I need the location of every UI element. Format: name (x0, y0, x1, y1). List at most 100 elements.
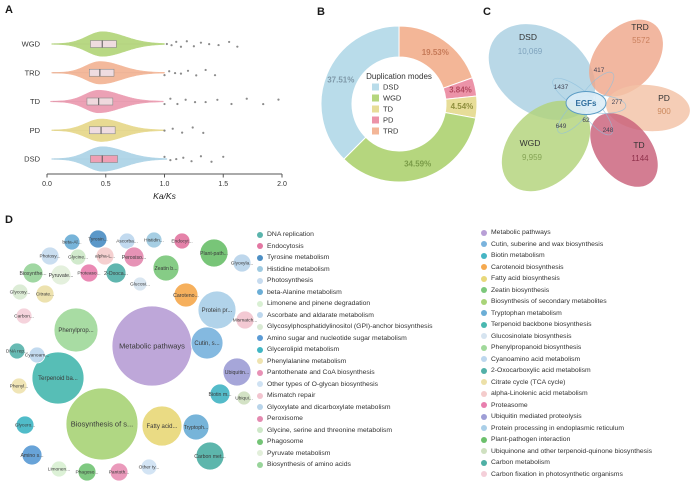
svg-text:Terpenoid ba...: Terpenoid ba... (38, 376, 78, 382)
legend-label: Glucosinolate biosynthesis (491, 332, 572, 340)
svg-text:900: 900 (657, 107, 671, 116)
legend-color-dot (481, 321, 487, 328)
svg-text:2-Oxoca...: 2-Oxoca... (104, 271, 128, 277)
legend-label: Phenylpropanoid biosynthesis (491, 344, 582, 352)
svg-text:alpha-L...: alpha-L... (95, 254, 115, 260)
svg-text:Histidin...: Histidin... (144, 238, 164, 244)
svg-text:Phagoso...: Phagoso... (76, 470, 99, 476)
panel-label-b: B (317, 6, 325, 18)
svg-text:TD: TD (383, 105, 394, 114)
legend-color-dot (257, 312, 263, 319)
svg-text:Biotin m...: Biotin m... (208, 392, 231, 398)
svg-text:4.54%: 4.54% (451, 102, 474, 111)
svg-text:248: 248 (603, 127, 614, 134)
legend-label: Ubiquitin mediated proteolysis (491, 413, 582, 421)
pathway-legend-item: Pyruvate metabolism (257, 448, 479, 460)
pathway-legend-item: alpha-Linolenic acid metabolism (481, 388, 699, 400)
legend-color-dot (481, 275, 487, 282)
legend-label: Tyrosine metabolism (267, 254, 330, 262)
legend-color-dot (481, 344, 487, 351)
svg-text:TD: TD (30, 97, 41, 106)
svg-text:277: 277 (612, 99, 623, 106)
svg-text:Plant-path...: Plant-path... (200, 251, 228, 257)
pathway-legend-item: Glycosylphosphatidylinositol (GPI)-ancho… (257, 321, 479, 333)
legend-color-dot (481, 379, 487, 386)
svg-text:Proteaso...: Proteaso... (77, 271, 100, 277)
legend-color-dot (481, 241, 487, 248)
legend-label: 2-Oxocarboxylic acid metabolism (491, 367, 591, 375)
svg-text:Fatty acid...: Fatty acid... (146, 424, 177, 430)
pathway-legend-item: DNA replication (257, 229, 479, 241)
panel-label-d: D (5, 214, 13, 226)
legend-label: Pantothenate and CoA biosynthesis (267, 369, 375, 377)
svg-text:Ka/Ks: Ka/Ks (153, 191, 176, 201)
pathway-legend-item: Mismatch repair (257, 390, 479, 402)
pathway-legend-item: Glyoxylate and dicarboxylate metabolism (257, 402, 479, 414)
pathway-legend-right: Metabolic pathways Cutin, suberine and wa… (481, 227, 699, 480)
svg-text:Cutin, s...: Cutin, s... (194, 341, 220, 347)
svg-text:Amino s...: Amino s... (20, 453, 43, 459)
pathway-legend-item: Pantothenate and CoA biosynthesis (257, 367, 479, 379)
pathway-legend-item: Glucosinolate biosynthesis (481, 331, 699, 343)
pathway-legend-item: Ubiquitin mediated proteolysis (481, 411, 699, 423)
legend-color-dot (257, 404, 263, 411)
svg-text:WGD: WGD (22, 40, 41, 49)
violin-plot-panel: 0.0 0.5 1.0 1.5 2.0 Ka/Ks WGD TRD TD PD DSD (22, 31, 287, 201)
svg-text:Peroxiso...: Peroxiso... (122, 255, 147, 261)
legend-label: Phagosome (267, 438, 304, 446)
legend-color-dot (257, 254, 263, 261)
svg-text:Glucosi...: Glucosi... (130, 282, 150, 288)
pathway-legend-item: Limonene and pinene degradation (257, 298, 479, 310)
legend-color-dot (257, 300, 263, 307)
donut-chart-panel: 19.53% 3.84% 4.54% 34.59% 37.51% Duplication … (320, 25, 478, 183)
legend-color-dot (257, 243, 263, 250)
legend-label: Mismatch repair (267, 392, 316, 400)
svg-text:1.0: 1.0 (160, 181, 170, 188)
legend-label: Photosynthesis (267, 277, 314, 285)
svg-text:Carbon met...: Carbon met... (194, 454, 225, 460)
svg-text:Tryptoph...: Tryptoph... (184, 425, 209, 431)
pathway-legend-item: Cyanoamino acid metabolism (481, 354, 699, 366)
legend-color-dot (481, 390, 487, 397)
svg-text:DSD: DSD (383, 83, 399, 92)
svg-text:Ubiqui...: Ubiqui... (235, 396, 253, 402)
svg-text:Other ty...: Other ty... (139, 465, 160, 471)
svg-text:Citrate...: Citrate... (36, 292, 54, 298)
pathway-legend-item: Histidine metabolism (257, 264, 479, 276)
svg-text:417: 417 (594, 67, 605, 74)
legend-label: Glycine, serine and threonine metabolism (267, 426, 393, 434)
legend-label: Tryptophan metabolism (491, 309, 562, 317)
legend-label: DNA replication (267, 231, 314, 239)
legend-color-dot (481, 402, 487, 409)
legend-color-dot (257, 335, 263, 342)
pathway-legend-item: Tyrosine metabolism (257, 252, 479, 264)
svg-text:TD: TD (633, 140, 644, 150)
svg-text:0.0: 0.0 (42, 181, 52, 188)
legend-color-dot (257, 277, 263, 284)
svg-text:WGD: WGD (383, 94, 402, 103)
pathway-legend-left: DNA replication Endocytosis Tyrosine metab… (257, 229, 479, 471)
pathway-legend-item: Citrate cycle (TCA cycle) (481, 377, 699, 389)
svg-text:Photosy...: Photosy... (40, 254, 61, 260)
legend-color-dot (257, 266, 263, 273)
legend-color-dot (481, 448, 487, 455)
svg-text:Phenyl...: Phenyl... (10, 384, 29, 390)
legend-color-dot (257, 450, 263, 457)
legend-color-dot (481, 425, 487, 432)
legend-label: Ascorbate and aldarate metabolism (267, 311, 374, 319)
legend-label: Glycerolipid metabolism (267, 346, 340, 354)
legend-color-dot (481, 310, 487, 317)
pathway-legend-item: beta-Alanine metabolism (257, 287, 479, 299)
svg-text:PD: PD (30, 126, 41, 135)
legend-color-dot (481, 298, 487, 305)
svg-text:Carbon...: Carbon... (14, 314, 34, 320)
pathway-legend-item: Biotin metabolism (481, 250, 699, 262)
panel-label-a: A (5, 4, 13, 16)
legend-label: Other types of O-glycan biosynthesis (267, 380, 379, 388)
legend-label: Ubiquinone and other terpenoid-quinone b… (491, 447, 652, 455)
legend-label: Plant-pathogen interaction (491, 436, 571, 444)
legend-color-dot (257, 392, 263, 399)
pathway-legend-item: Endocytosis (257, 241, 479, 253)
legend-color-dot (481, 413, 487, 420)
